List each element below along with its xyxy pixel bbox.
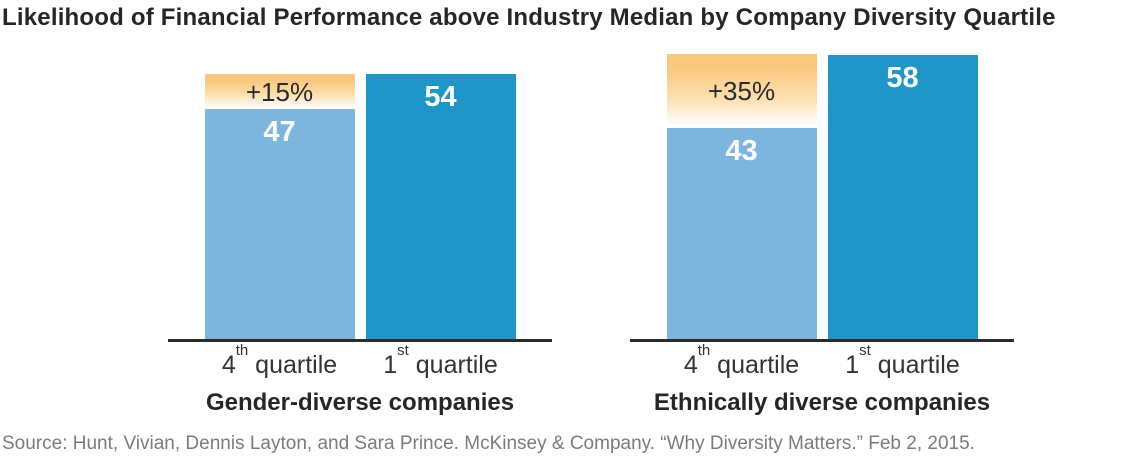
- category-base: 4: [683, 351, 698, 379]
- bar-value: 43: [725, 135, 758, 167]
- x-axis-line: [168, 339, 552, 342]
- category-label-1st-quartile: 1st quartile: [366, 343, 516, 382]
- category-ordinal-suffix: st: [859, 341, 871, 359]
- delta-cap: +15%: [204, 74, 355, 109]
- bar-4th-quartile: 47: [204, 109, 355, 339]
- x-axis-line: [630, 339, 1014, 342]
- bar-1st-quartile: 58: [827, 55, 978, 339]
- category-base: 1: [845, 351, 860, 379]
- category-rest: quartile: [710, 351, 800, 379]
- category-rest: quartile: [870, 351, 960, 379]
- category-label-4th-quartile: 4th quartile: [667, 343, 817, 382]
- category-rest: quartile: [408, 351, 498, 379]
- category-rest: quartile: [248, 351, 338, 379]
- bar-stack-4th-quartile: +35% 43: [666, 54, 817, 339]
- bar-value: 47: [263, 116, 296, 148]
- chart-ethnically-diverse: +35% 43 58 4th quartile 1st quartile Eth…: [630, 54, 1014, 417]
- plot-area-ethnic: +35% 43 58: [630, 54, 1014, 339]
- plot-area-gender: +15% 47 54: [168, 54, 552, 339]
- delta-cap: +35%: [666, 54, 817, 128]
- bar-stack-1st-quartile: 54: [365, 74, 516, 339]
- bar-stack-4th-quartile: +15% 47: [204, 74, 355, 339]
- category-labels: 4th quartile 1st quartile: [630, 343, 1014, 382]
- category-label-1st-quartile: 1st quartile: [828, 343, 978, 382]
- bar-1st-quartile: 54: [365, 74, 516, 339]
- bar-stack-1st-quartile: 58: [827, 55, 978, 339]
- bar-4th-quartile: 43: [666, 128, 817, 339]
- category-label-4th-quartile: 4th quartile: [205, 343, 355, 382]
- category-base: 4: [221, 351, 236, 379]
- category-ordinal-suffix: th: [235, 341, 249, 359]
- source-citation: Source: Hunt, Vivian, Dennis Layton, and…: [2, 433, 975, 454]
- category-ordinal-suffix: th: [697, 341, 711, 359]
- bar-value: 54: [424, 81, 457, 113]
- delta-label: +15%: [245, 76, 314, 107]
- charts-row: +15% 47 54 4th quartile 1st quartile Gen…: [0, 54, 1133, 417]
- chart-title: Likelihood of Financial Performance abov…: [2, 4, 1056, 31]
- chart-gender-diverse: +15% 47 54 4th quartile 1st quartile Gen…: [168, 54, 552, 417]
- delta-label: +35%: [707, 76, 776, 106]
- group-label-ethnic: Ethnically diverse companies: [653, 389, 991, 416]
- category-ordinal-suffix: st: [397, 341, 409, 359]
- group-label-gender: Gender-diverse companies: [205, 389, 515, 416]
- bar-value: 58: [886, 62, 919, 94]
- category-base: 1: [383, 351, 398, 379]
- category-labels: 4th quartile 1st quartile: [168, 343, 552, 382]
